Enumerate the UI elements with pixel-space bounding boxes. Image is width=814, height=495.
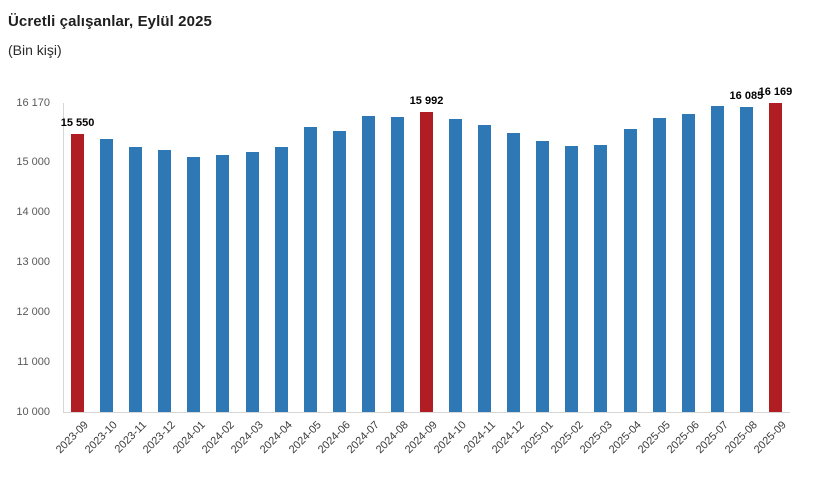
bar: [594, 145, 608, 412]
bar: [390, 116, 404, 412]
bar: [507, 132, 521, 412]
bar: [565, 146, 579, 412]
bar: [274, 147, 288, 412]
y-axis-label: 16 170: [16, 97, 50, 109]
bar-value-label: 15 550: [60, 117, 95, 130]
bar: [420, 111, 433, 412]
bar: [681, 114, 695, 412]
bar-value-label: 15 992: [409, 94, 444, 107]
bar: [129, 146, 143, 412]
bar-value-label: 16 085: [729, 90, 764, 103]
bar: [623, 128, 637, 412]
bar: [187, 156, 201, 412]
chart-title: Ücretli çalışanlar, Eylül 2025: [8, 13, 212, 30]
bar: [652, 117, 666, 412]
bar: [216, 154, 230, 412]
bar: [245, 151, 259, 412]
bar: [332, 131, 346, 412]
bar: [536, 141, 550, 412]
y-axis-line: [63, 103, 64, 413]
y-axis-label: 12 000: [16, 305, 50, 318]
bar: [739, 107, 753, 412]
y-axis-label: 15 000: [16, 155, 50, 168]
bar: [158, 149, 172, 412]
chart-subtitle: (Bin kişi): [8, 42, 62, 58]
bar: [478, 124, 492, 412]
bar: [303, 127, 317, 412]
bar: [449, 118, 463, 412]
bar: [768, 103, 782, 412]
y-axis-label: 14 000: [16, 205, 50, 218]
bar: [710, 106, 724, 412]
bar: [71, 134, 85, 412]
bar-value-label: 16 169: [758, 86, 793, 99]
bar: [361, 116, 375, 412]
bar: [100, 139, 114, 412]
y-axis-label: 11 000: [17, 355, 50, 368]
y-axis-label: 13 000: [16, 255, 50, 268]
x-axis-line: [63, 412, 790, 413]
y-axis-label: 10 000: [16, 406, 50, 418]
